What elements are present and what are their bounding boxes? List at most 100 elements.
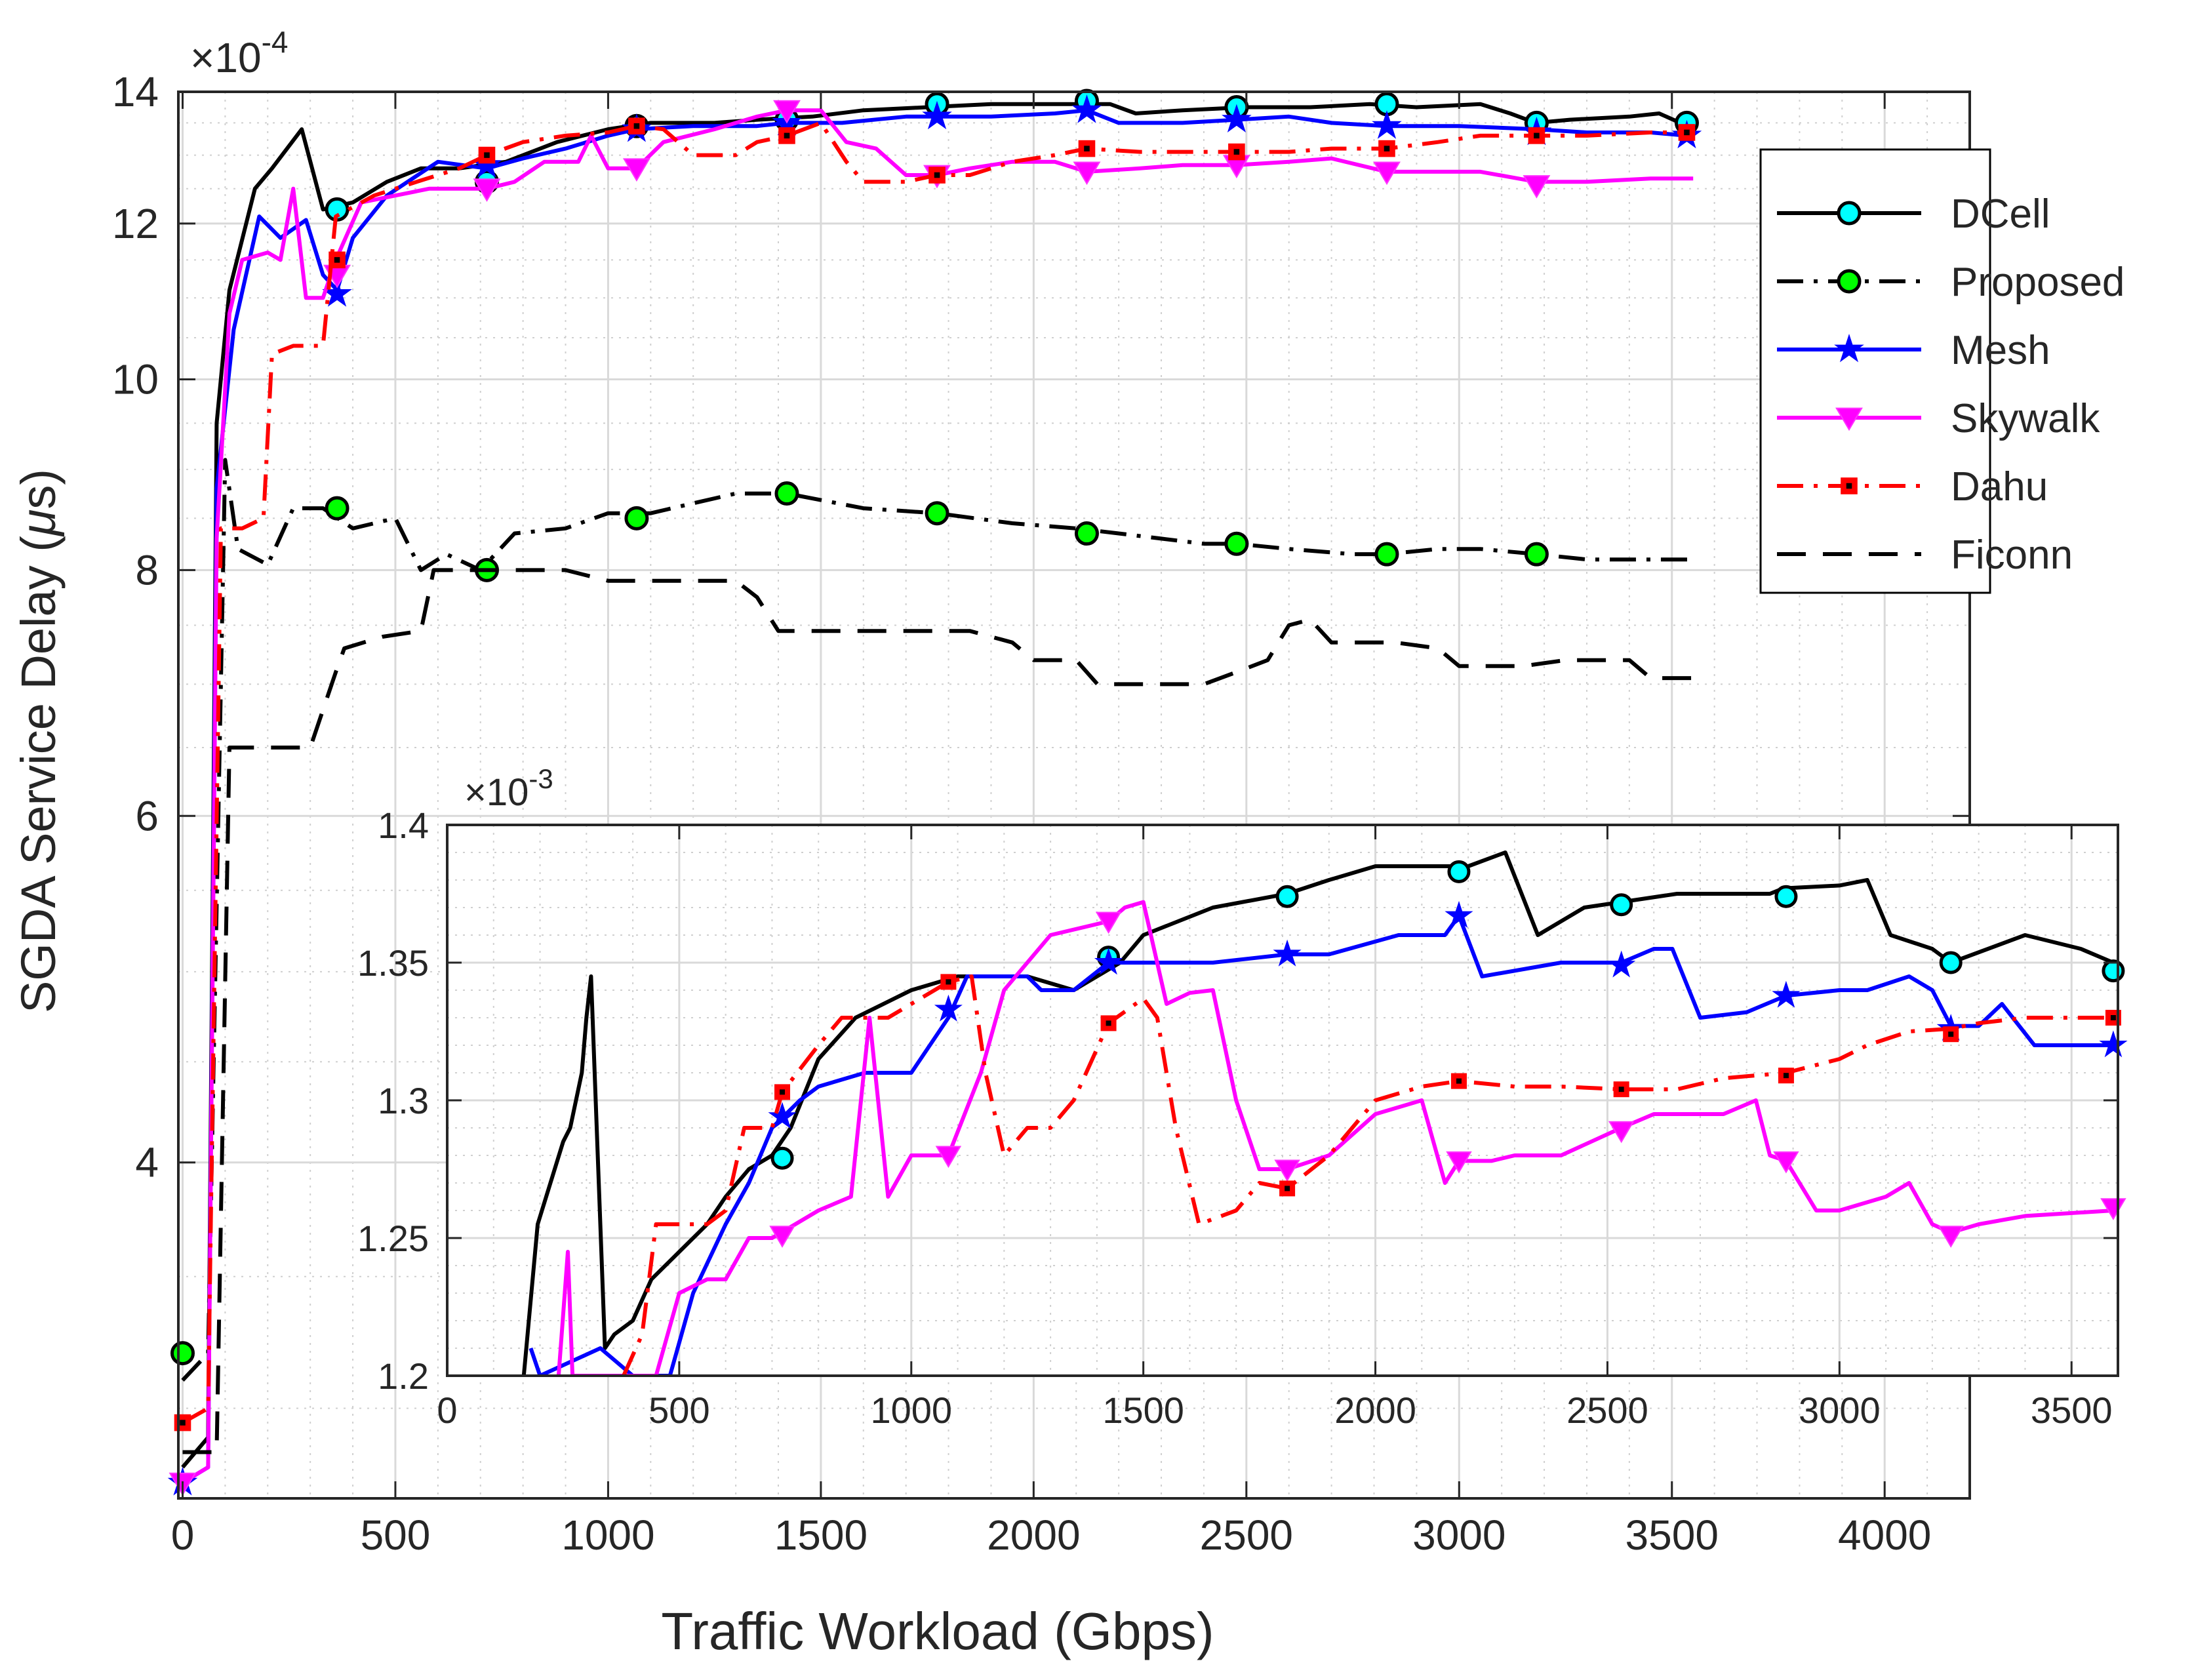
legend-marker-mesh xyxy=(1834,333,1864,363)
inset-axes xyxy=(446,824,2119,1377)
main-marker-mesh xyxy=(922,100,952,130)
inset-marker-skywalk xyxy=(1938,1226,1964,1248)
inset-marker-dahu-center xyxy=(1285,1186,1290,1191)
main-axes-box xyxy=(177,90,1971,1500)
inset-marker-dahu-center xyxy=(780,1089,786,1095)
inset-marker-skywalk xyxy=(935,1146,962,1169)
inset-marker-mesh xyxy=(1772,980,1801,1008)
inset-line-skywalk xyxy=(556,900,2114,1376)
main-line-ficonn xyxy=(182,568,1694,1454)
main-x-tick-label: 0 xyxy=(171,1511,195,1559)
main-series-dahu xyxy=(174,117,1696,1431)
main-marker-proposed xyxy=(1224,531,1249,556)
main-x-tick-label: 2000 xyxy=(987,1511,1080,1559)
legend-entry-mesh: Mesh xyxy=(1777,328,2050,373)
inset-series-group xyxy=(521,850,2128,1376)
inset-line-dahu xyxy=(622,974,2113,1376)
main-y-tick-label: 14 xyxy=(112,68,159,115)
main-y-tick-labels: 4 6 8 10 12 14 xyxy=(112,68,159,1186)
inset-y-tick-label: 1.35 xyxy=(357,942,429,984)
main-marker-proposed xyxy=(170,1341,195,1366)
inset-marker-skywalk xyxy=(769,1226,795,1248)
inset-marker-skywalk xyxy=(1274,1159,1300,1182)
legend-label-ficonn: Ficonn xyxy=(1951,532,2073,578)
main-marker-skywalk xyxy=(622,158,650,182)
main-line-dcell xyxy=(181,102,1694,1469)
x-axis-label: Traffic Workload (Gbps) xyxy=(661,1602,1214,1660)
main-marker-dahu-center xyxy=(1084,146,1090,151)
y-axis-label: SGDA Service Delay (μs) xyxy=(11,469,66,1013)
inset-y-tick-label: 1.25 xyxy=(357,1218,429,1259)
legend-entry-proposed: Proposed xyxy=(1777,260,2124,305)
inset-x-tick-label: 2500 xyxy=(1566,1390,1648,1431)
main-marker-skywalk xyxy=(473,178,501,202)
main-y-tick-label: 12 xyxy=(112,200,159,247)
inset-marker-mesh xyxy=(1445,900,1473,929)
main-marker-dahu-center xyxy=(180,1420,186,1426)
inset-x-tick-label: 500 xyxy=(648,1390,709,1431)
inset-line-mesh xyxy=(529,913,2113,1376)
inset-marker-skywalk xyxy=(1095,911,1122,934)
inset-marker-dcell xyxy=(1610,893,1633,917)
main-line-mesh xyxy=(181,108,1687,1485)
inset-marker-mesh xyxy=(1607,950,1636,978)
main-x-tick-label: 1000 xyxy=(561,1511,654,1559)
inset-marker-dcell xyxy=(1939,951,1963,974)
main-axes xyxy=(177,90,1971,1500)
legend-label-dahu: Dahu xyxy=(1951,464,2048,510)
main-marker-proposed xyxy=(1524,542,1549,567)
legend-box xyxy=(1759,148,1991,594)
legend-marker-dcell xyxy=(1837,201,1862,226)
main-marker-dahu-center xyxy=(1684,129,1690,136)
main-marker-mesh xyxy=(1372,110,1402,139)
inset-marker-dahu-center xyxy=(1106,1020,1111,1026)
main-marker-dahu-center xyxy=(1233,149,1240,155)
inset-marker-dahu-center xyxy=(1948,1031,1954,1037)
inset-marker-dahu-center xyxy=(1618,1087,1624,1092)
legend-entry-dahu: Dahu xyxy=(1777,464,2048,510)
inset-series-mesh xyxy=(529,900,2128,1376)
main-marker-proposed xyxy=(1074,521,1099,546)
inset-marker-mesh xyxy=(2099,1030,2128,1058)
main-x-tick-label: 1500 xyxy=(774,1511,868,1559)
inset-x-tick-label: 0 xyxy=(437,1390,457,1431)
main-series-group xyxy=(167,89,1702,1496)
inset-x-tick-label: 3500 xyxy=(2031,1390,2113,1431)
legend-marker-skywalk xyxy=(1835,407,1863,431)
legend-label-dcell: DCell xyxy=(1951,191,2050,237)
inset-y-tick-label: 1.3 xyxy=(378,1080,429,1121)
inset-marker-skywalk xyxy=(1773,1151,1799,1174)
inset-x-tick-labels: 0 500 1000 1500 2000 2500 3000 3500 xyxy=(437,1390,2112,1431)
inset-marker-dahu-center xyxy=(1783,1073,1789,1079)
main-marker-skywalk xyxy=(773,100,801,124)
legend-entry-ficonn: Ficonn xyxy=(1777,532,2073,578)
main-marker-dahu-center xyxy=(1534,132,1540,139)
main-marker-dahu-center xyxy=(484,152,490,158)
legend-label-mesh: Mesh xyxy=(1951,328,2050,373)
inset-marker-dcell xyxy=(770,1146,794,1170)
inset-series-skywalk xyxy=(556,900,2126,1376)
main-y-tick-label: 10 xyxy=(112,356,159,403)
main-y-tick-label: 4 xyxy=(135,1139,159,1186)
main-x-tick-labels: 0 500 1000 1500 2000 2500 3000 3500 4000 xyxy=(171,1511,1932,1559)
inset-y-tick-label: 1.2 xyxy=(378,1355,429,1397)
main-marker-skywalk xyxy=(1073,161,1101,186)
inset-y-tick-label: 1.4 xyxy=(378,805,429,846)
legend: DCell Proposed Mesh Skywalk Dahu Ficonn xyxy=(1759,148,2124,594)
inset-y-tick-labels: 1.2 1.25 1.3 1.35 1.4 xyxy=(357,805,429,1397)
main-marker-proposed xyxy=(624,506,649,530)
main-marker-dahu-center xyxy=(1384,146,1390,151)
legend-entry-dcell: DCell xyxy=(1777,191,2050,237)
main-line-skywalk xyxy=(181,108,1694,1485)
main-marker-proposed xyxy=(774,481,799,506)
inset-marker-dahu-center xyxy=(946,979,951,985)
inset-x-tick-label: 2000 xyxy=(1334,1390,1416,1431)
inset-marker-dahu-center xyxy=(1456,1078,1462,1084)
inset-x-tick-label: 1000 xyxy=(870,1390,952,1431)
inset-marker-dcell xyxy=(2102,959,2125,983)
inset-marker-dahu-center xyxy=(2110,1015,2116,1020)
legend-marker-proposed xyxy=(1837,269,1862,294)
inset-marker-skywalk xyxy=(1608,1121,1635,1144)
main-marker-mesh xyxy=(1222,104,1252,132)
legend-label-proposed: Proposed xyxy=(1951,260,2124,305)
